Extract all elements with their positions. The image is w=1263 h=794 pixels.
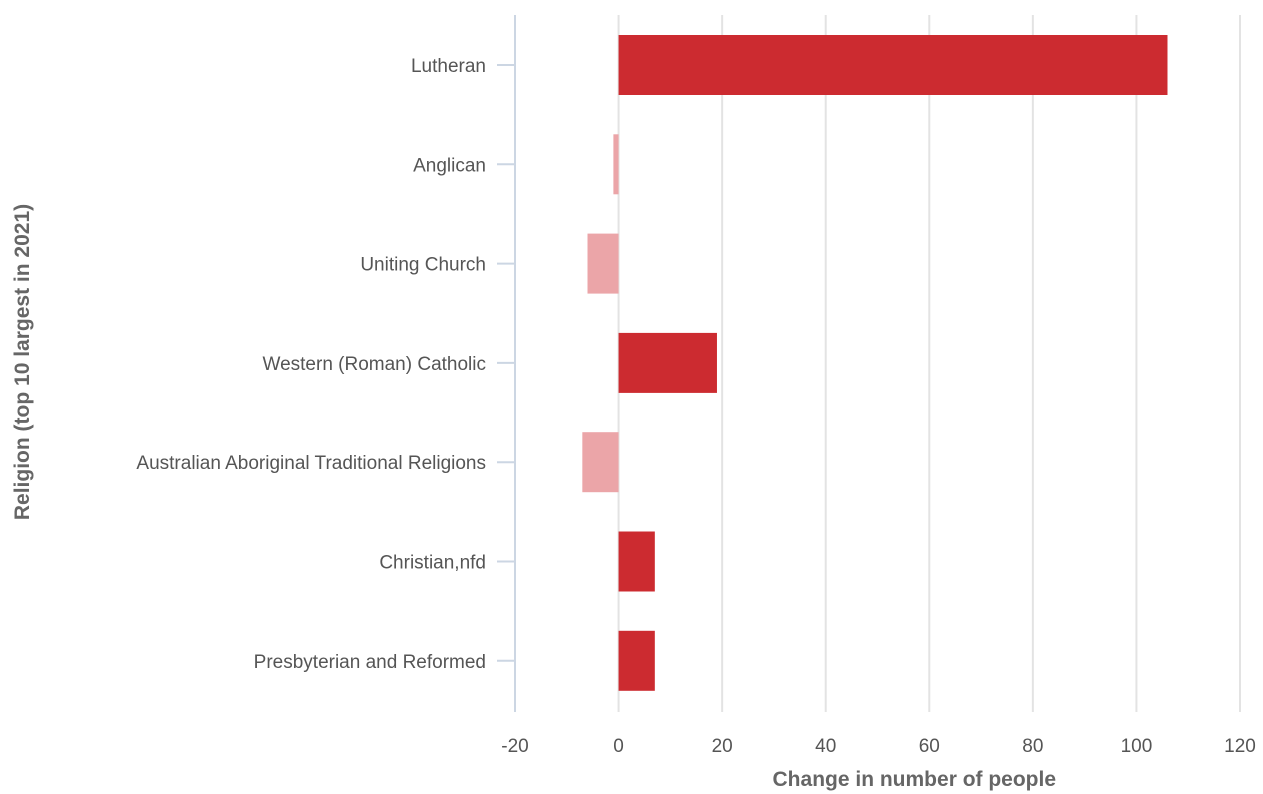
- x-tick-label: 0: [613, 736, 624, 757]
- bar: [613, 134, 619, 195]
- bar: [618, 630, 655, 691]
- bar: [618, 35, 1168, 95]
- bar: [587, 233, 619, 294]
- category-label: Uniting Church: [360, 255, 486, 276]
- x-axis-title: Change in number of people: [773, 768, 1057, 791]
- bars: [582, 35, 1168, 691]
- x-tick-labels: -20 0 20 40 60 80 100 120: [501, 736, 1256, 757]
- category-label: Christian,nfd: [379, 553, 486, 574]
- x-tick-label: 40: [815, 736, 836, 757]
- x-tick-label: 120: [1224, 736, 1256, 757]
- bar: [618, 332, 717, 393]
- x-tick-label: 80: [1022, 736, 1043, 757]
- x-tick-label: 20: [712, 736, 733, 757]
- category-labels: Lutheran Anglican Uniting Church Western (R…: [136, 56, 515, 673]
- category-label: Lutheran: [411, 56, 486, 77]
- gridlines: [617, 15, 1241, 712]
- x-tick-label: 100: [1121, 736, 1153, 757]
- x-tick-label: -20: [501, 736, 528, 757]
- bar: [582, 432, 619, 493]
- category-label: Western (Roman) Catholic: [262, 354, 486, 375]
- x-tick-label: 60: [919, 736, 940, 757]
- category-label: Australian Aboriginal Traditional Religi…: [136, 453, 486, 474]
- category-label: Presbyterian and Reformed: [254, 652, 486, 673]
- category-label: Anglican: [413, 155, 486, 176]
- y-axis-title: Religion (top 10 largest in 2021): [11, 204, 34, 520]
- bar: [618, 531, 655, 592]
